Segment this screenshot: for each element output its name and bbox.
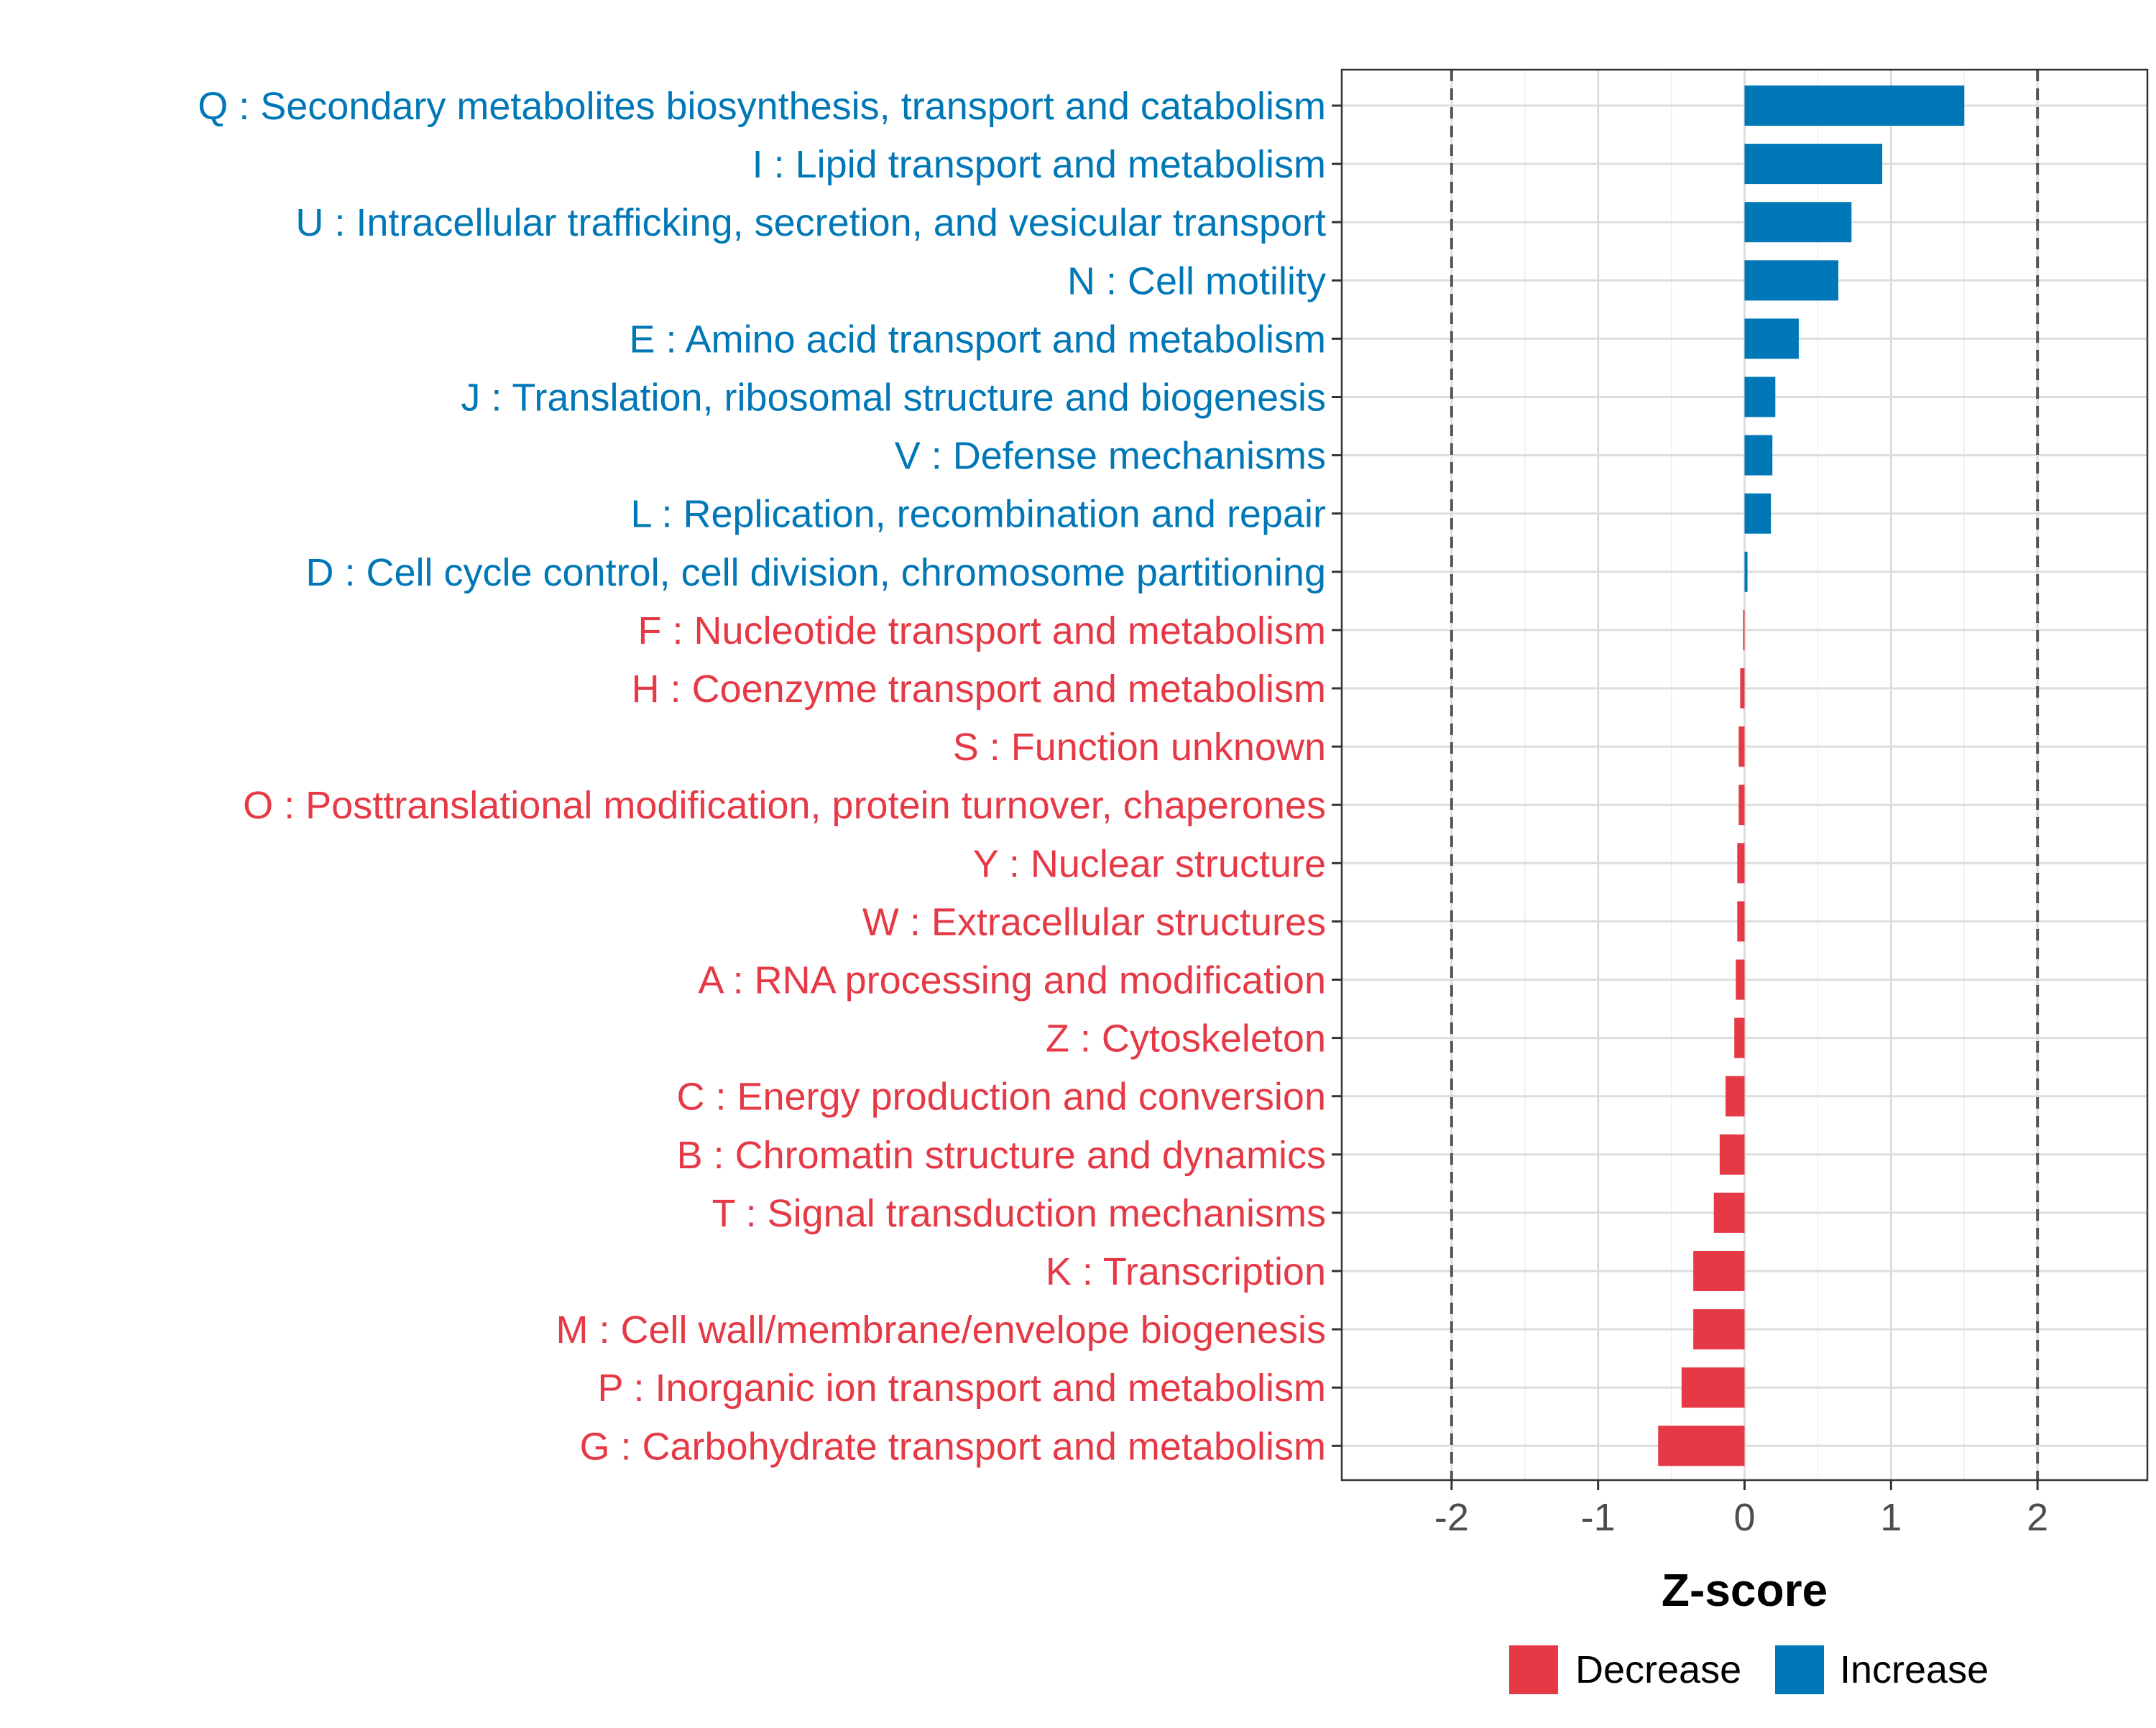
x-axis-title: Z-score (1662, 1564, 1828, 1616)
bar-q (1744, 86, 1965, 126)
bar-i (1744, 144, 1883, 185)
bar-s (1738, 726, 1745, 767)
category-label: U : Intracellular trafficking, secretion… (295, 201, 1326, 244)
category-label: V : Defense mechanisms (895, 435, 1326, 478)
bar-k (1693, 1251, 1745, 1291)
legend-label-decrease: Decrease (1575, 1648, 1741, 1691)
bar-w (1737, 901, 1745, 942)
category-label: H : Coenzyme transport and metabolism (632, 667, 1326, 711)
category-label: M : Cell wall/membrane/envelope biogenes… (556, 1308, 1326, 1352)
bar-l (1744, 493, 1772, 534)
category-label: S : Function unknown (953, 726, 1326, 769)
bar-a (1736, 959, 1745, 1000)
bar-z (1734, 1017, 1745, 1058)
legend-label-increase: Increase (1840, 1648, 1989, 1691)
bar-g (1658, 1426, 1745, 1466)
bar-u (1744, 202, 1852, 243)
bar-c (1726, 1076, 1745, 1117)
category-label: Q : Secondary metabolites biosynthesis, … (198, 85, 1326, 128)
category-label: W : Extracellular structures (862, 900, 1326, 943)
legend-key-decrease (1509, 1645, 1558, 1694)
category-label: G : Carbohydrate transport and metabolis… (580, 1425, 1327, 1468)
category-label: A : RNA processing and modification (699, 959, 1326, 1002)
category-label: L : Replication, recombination and repai… (630, 493, 1326, 536)
category-label: P : Inorganic ion transport and metaboli… (597, 1367, 1326, 1410)
y-axis-ticks (1332, 104, 1342, 1447)
bar-n (1744, 260, 1838, 301)
bar-p (1681, 1367, 1745, 1408)
bar-e (1744, 318, 1799, 359)
category-label: Y : Nuclear structure (973, 842, 1326, 885)
legend: Decrease Increase (1509, 1645, 1989, 1694)
category-label: O : Posttranslational modification, prot… (243, 784, 1326, 827)
bar-h (1740, 668, 1745, 708)
category-label: E : Amino acid transport and metabolism (630, 318, 1326, 361)
bar-v (1744, 435, 1773, 476)
category-label: F : Nucleotide transport and metabolism (638, 609, 1326, 652)
bars (1658, 86, 1965, 1466)
bar-b (1719, 1134, 1745, 1175)
bar-d (1744, 551, 1748, 592)
x-tick-label: -1 (1581, 1496, 1616, 1539)
category-label: J : Translation, ribosomal structure and… (461, 376, 1326, 420)
bar-j (1744, 376, 1776, 417)
bar-y (1737, 843, 1745, 884)
category-label: K : Transcription (1046, 1250, 1326, 1293)
x-tick-label: 2 (2027, 1496, 2048, 1539)
x-tick-label: 1 (1880, 1496, 1902, 1539)
legend-key-increase (1775, 1645, 1824, 1694)
bar-t (1713, 1192, 1745, 1233)
category-label: Z : Cytoskeleton (1046, 1017, 1326, 1061)
bar-f (1743, 609, 1745, 650)
category-label: B : Chromatin structure and dynamics (677, 1134, 1326, 1177)
bar-o (1738, 785, 1745, 826)
category-label: D : Cell cycle control, cell division, c… (305, 551, 1326, 594)
x-axis-ticks: -2 -1 0 1 2 (1434, 1480, 2048, 1539)
x-tick-label: -2 (1434, 1496, 1469, 1539)
bar-m (1693, 1309, 1745, 1350)
x-tick-label: 0 (1733, 1496, 1755, 1539)
y-axis-category-labels: Q : Secondary metabolites biosynthesis, … (198, 85, 1326, 1468)
category-label: T : Signal transduction mechanisms (712, 1192, 1326, 1235)
threshold-lines (1450, 70, 2040, 1480)
category-label: N : Cell motility (1067, 259, 1326, 302)
category-label: C : Energy production and conversion (676, 1076, 1326, 1119)
category-label: I : Lipid transport and metabolism (752, 143, 1326, 186)
